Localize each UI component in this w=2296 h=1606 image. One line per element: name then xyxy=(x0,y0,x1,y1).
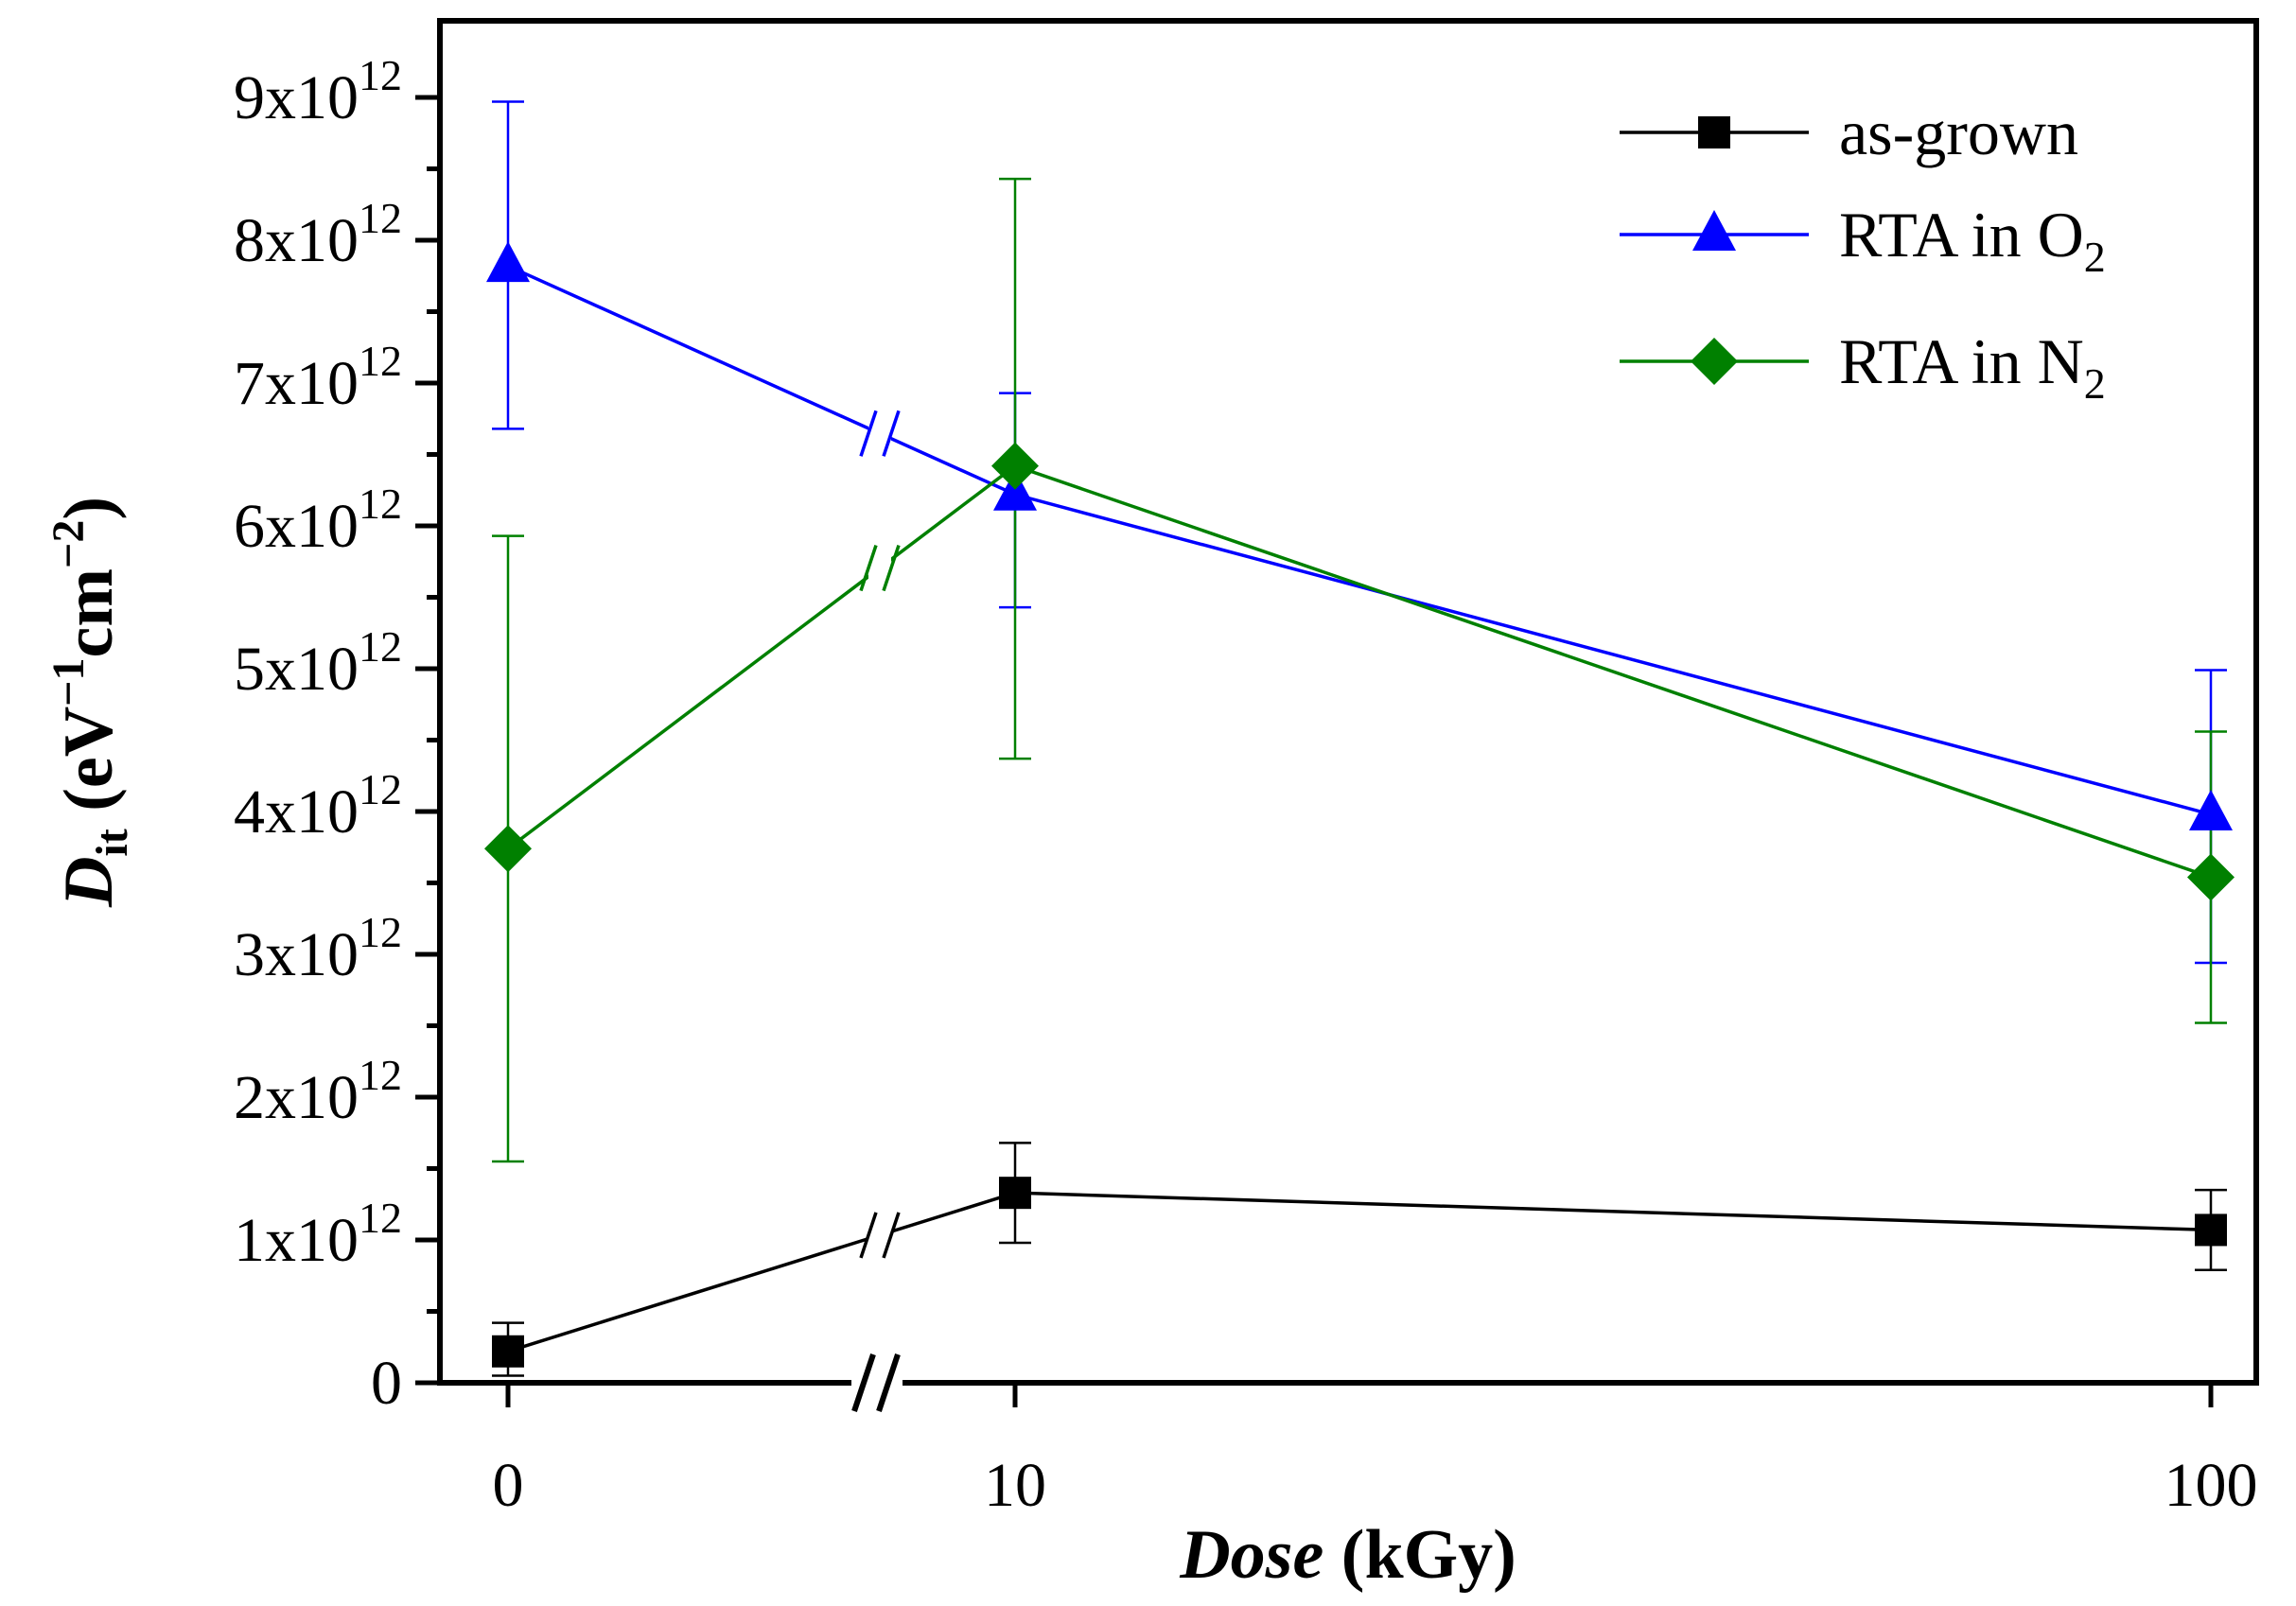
data-point-rta-in-o2 xyxy=(993,469,1037,511)
y-tick-label: 6x1012 xyxy=(234,480,402,561)
y-tick-label: 4x1012 xyxy=(234,765,402,847)
series-break-gap xyxy=(868,403,891,464)
legend-label-rta-in-o2: RTA in O2 xyxy=(1839,199,2106,281)
y-tick-label: 7x1012 xyxy=(234,337,402,418)
x-axis: 0 10 100 xyxy=(493,1383,2258,1520)
data-point-as-grown xyxy=(492,1335,524,1368)
data-point-as-grown xyxy=(999,1177,1031,1210)
series-break-mark xyxy=(882,410,901,457)
plot-markers xyxy=(484,241,2235,1368)
series-break-mark xyxy=(882,1212,901,1259)
legend: as-grown RTA in O2 RTA in N2 xyxy=(1620,96,2106,408)
series-break-gap xyxy=(868,1204,891,1266)
x-tick-label: 10 xyxy=(984,1451,1046,1520)
plot-frame xyxy=(437,18,2259,1386)
data-point-rta-in-o2 xyxy=(2189,790,2233,831)
series-break-mark xyxy=(859,1212,878,1259)
legend-label-rta-in-n2: RTA in N2 xyxy=(1839,325,2106,408)
x-axis-title: Dose (kGy) xyxy=(1179,1516,1516,1594)
y-tick-label: 0 xyxy=(371,1349,402,1418)
y-tick-label: 8x1012 xyxy=(234,194,402,275)
legend-marker-as-grown xyxy=(1698,116,1730,148)
y-tick-label: 2x1012 xyxy=(234,1051,402,1132)
data-point-as-grown xyxy=(2195,1213,2227,1247)
series-break-gap xyxy=(868,537,891,599)
series-break-mark xyxy=(859,410,878,457)
y-axis: 0 1x1012 2x1012 3x1012 4x1012 5x1012 6x1012 7x1… xyxy=(234,51,440,1418)
series-break-mark xyxy=(859,544,878,592)
series-line-as-grown xyxy=(507,1191,2212,1353)
legend-marker-rta-in-n2 xyxy=(1691,338,1738,385)
x-tick-label: 100 xyxy=(2165,1451,2258,1520)
data-point-rta-in-n2 xyxy=(2187,853,2235,901)
y-axis-title: Dit (eV−1cm−2) xyxy=(44,497,137,908)
data-point-rta-in-n2 xyxy=(991,442,1039,490)
x-tick-label: 0 xyxy=(493,1451,524,1520)
y-tick-label: 9x1012 xyxy=(234,51,402,132)
series-break-mark xyxy=(882,544,901,592)
x-axis-break xyxy=(851,1353,903,1413)
legend-marker-rta-in-o2 xyxy=(1692,210,1736,251)
legend-label-as-grown: as-grown xyxy=(1839,96,2078,168)
y-tick-label: 1x1012 xyxy=(234,1194,402,1275)
y-tick-label: 5x1012 xyxy=(234,622,402,704)
y-tick-label: 3x1012 xyxy=(234,908,402,989)
data-point-rta-in-n2 xyxy=(484,825,532,873)
plot-lines xyxy=(492,100,2227,1377)
data-point-rta-in-o2 xyxy=(486,241,530,283)
series-line-rta-in-n2 xyxy=(506,463,2212,880)
